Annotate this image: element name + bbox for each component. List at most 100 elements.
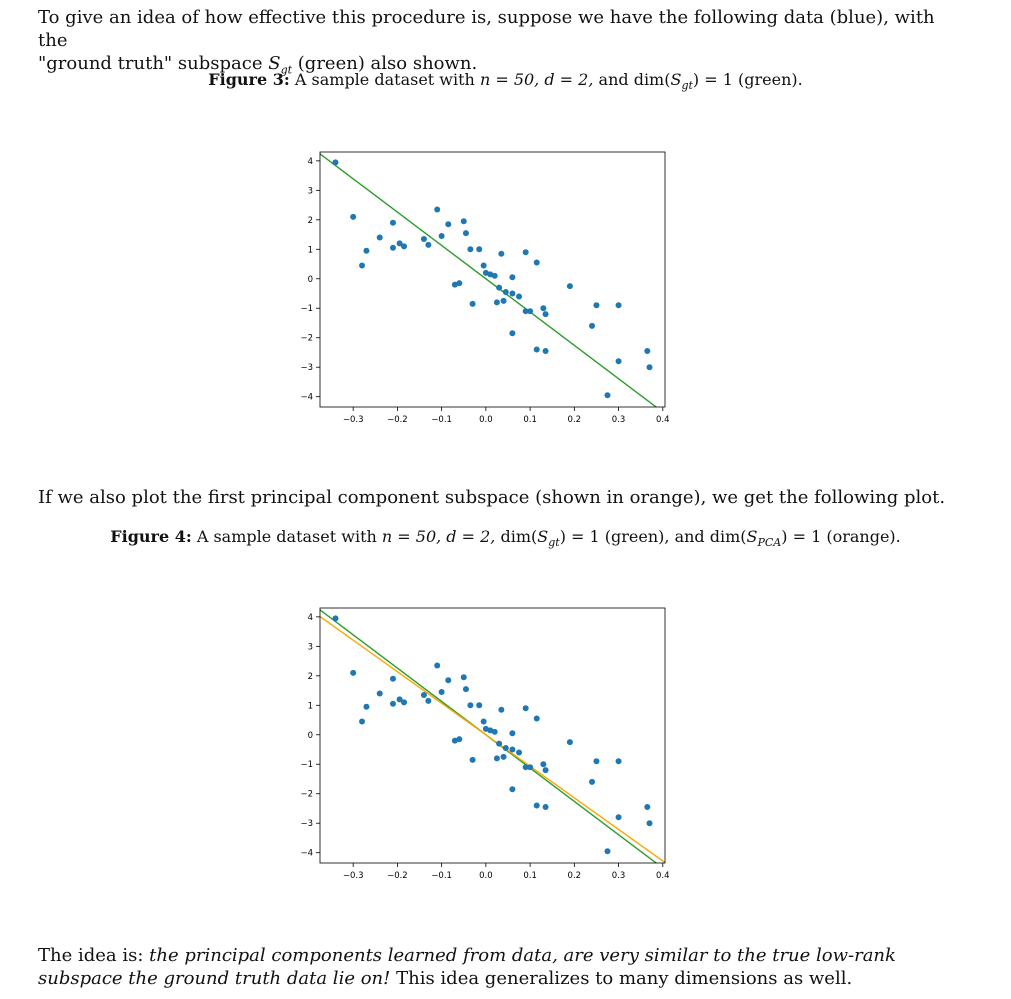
x-tick-label: −0.2 xyxy=(387,871,408,881)
x-tick-label: −0.3 xyxy=(343,871,364,881)
data-point xyxy=(401,699,408,706)
data-point xyxy=(480,718,487,725)
intro-line2-post: (green) also shown. xyxy=(292,53,478,74)
data-point xyxy=(509,730,516,737)
data-point xyxy=(604,848,611,855)
data-point xyxy=(389,244,396,251)
data-point xyxy=(542,767,549,774)
y-tick-label: −3 xyxy=(300,819,313,829)
x-tick-label: −0.1 xyxy=(431,415,452,425)
data-point xyxy=(540,761,547,768)
data-point xyxy=(476,246,483,253)
intro-paragraph: To give an idea of how effective this pr… xyxy=(38,6,968,82)
data-point xyxy=(445,677,452,684)
data-point xyxy=(425,241,432,248)
data-point xyxy=(376,234,383,241)
data-point xyxy=(509,746,516,753)
data-point xyxy=(533,802,540,809)
data-point xyxy=(516,293,523,300)
data-point xyxy=(480,262,487,269)
pca-line xyxy=(320,615,665,863)
data-point xyxy=(527,764,534,771)
data-point xyxy=(363,247,370,254)
figure-3-caption: Figure 3: A sample dataset with n = 50, … xyxy=(208,70,803,93)
data-point xyxy=(522,249,529,256)
y-tick-label: −3 xyxy=(300,363,313,373)
data-point xyxy=(469,300,476,307)
data-point xyxy=(445,221,452,228)
outro-emphasis: the principal components learned from da… xyxy=(38,945,896,989)
x-tick-label: 0.3 xyxy=(612,415,626,425)
data-point xyxy=(589,778,596,785)
data-point xyxy=(604,392,611,399)
intro-line1: To give an idea of how effective this pr… xyxy=(38,7,935,51)
data-point xyxy=(491,728,498,735)
middle-paragraph: If we also plot the first principal comp… xyxy=(38,487,946,508)
data-point xyxy=(425,697,432,704)
data-point xyxy=(420,691,427,698)
x-tick-label: 0.2 xyxy=(568,871,582,881)
data-point xyxy=(460,674,467,681)
data-point xyxy=(522,308,529,315)
data-point xyxy=(542,311,549,318)
data-point xyxy=(350,669,357,676)
x-tick-label: −0.2 xyxy=(387,415,408,425)
data-point xyxy=(467,246,474,253)
data-point xyxy=(498,706,505,713)
data-point xyxy=(332,615,339,622)
data-point xyxy=(420,235,427,242)
x-tick-label: 0.0 xyxy=(479,415,493,425)
y-tick-label: 1 xyxy=(308,701,313,711)
x-tick-label: −0.1 xyxy=(431,871,452,881)
s-gt-symbol: Sgt xyxy=(268,53,293,77)
data-point xyxy=(462,686,469,693)
x-tick-label: 0.2 xyxy=(568,415,582,425)
axes-frame xyxy=(319,607,666,864)
data-point xyxy=(359,262,366,269)
figure-4-svg: −0.3 −0.2 −0.1 0.0 0.1 0.2 0.3 0.4 4 3 2 1 0 −1 −2 −3 −4 xyxy=(300,607,670,881)
data-point xyxy=(615,758,622,765)
data-point xyxy=(389,219,396,226)
data-point xyxy=(593,758,600,765)
y-tick-label: 0 xyxy=(308,731,313,741)
y-tick-label: 3 xyxy=(308,642,313,652)
data-point xyxy=(332,159,339,166)
data-point xyxy=(566,739,573,746)
data-point xyxy=(533,346,540,353)
figure-3-plot: −0.3 −0.2 −0.1 0.0 0.1 0.2 0.3 0.4 4 3 2 1 0 −1 −2 −3 −4 xyxy=(280,145,680,435)
data-point xyxy=(376,690,383,697)
data-point xyxy=(542,803,549,810)
y-tick-label: −4 xyxy=(300,393,313,403)
data-point xyxy=(615,302,622,309)
y-tick-label: 3 xyxy=(308,186,313,196)
data-point xyxy=(389,675,396,682)
data-point xyxy=(491,272,498,279)
plot-area xyxy=(320,608,665,863)
data-point xyxy=(593,302,600,309)
data-point xyxy=(502,745,509,752)
data-point xyxy=(350,213,357,220)
x-tick-label: 0.4 xyxy=(656,871,670,881)
y-tick-label: 0 xyxy=(308,275,313,285)
y-tick-label: 2 xyxy=(308,672,313,682)
data-point xyxy=(615,358,622,365)
y-tick-label: 4 xyxy=(308,157,313,167)
intro-line2-pre: "ground truth" subspace xyxy=(38,53,269,74)
x-tick-label: 0.4 xyxy=(656,415,670,425)
data-point xyxy=(522,705,529,712)
data-point xyxy=(460,218,467,225)
data-point xyxy=(509,330,516,337)
data-point xyxy=(509,274,516,281)
y-tick-label: −4 xyxy=(300,849,313,859)
data-point xyxy=(493,299,500,306)
x-tick-label: 0.1 xyxy=(523,871,537,881)
data-point xyxy=(615,814,622,821)
y-tick-label: −1 xyxy=(300,760,313,770)
data-point xyxy=(502,289,509,296)
data-point xyxy=(438,689,445,696)
data-point xyxy=(456,736,463,743)
data-point xyxy=(516,749,523,756)
figure-3-label: Figure 3: xyxy=(208,70,290,89)
data-point xyxy=(496,740,503,747)
x-tick-label: 0.0 xyxy=(479,871,493,881)
